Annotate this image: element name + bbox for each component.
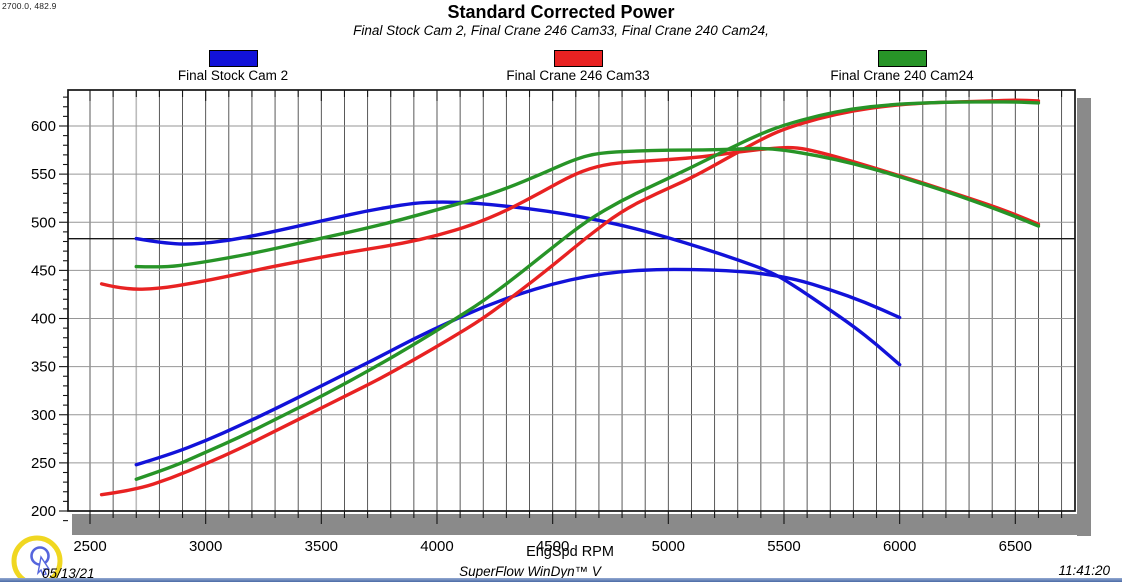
x-tick-label: 3500	[305, 538, 338, 555]
curve-final-stock-cam-2-power	[134, 267, 902, 467]
x-tick-label: 6000	[883, 538, 916, 555]
footer-date: 05/13/21	[42, 566, 95, 581]
x-tick-label: 5000	[652, 538, 685, 555]
footer-app-name: SuperFlow WinDyn™ V	[459, 564, 601, 579]
legend-swatch-green	[877, 50, 927, 67]
legend-swatch-red	[553, 50, 603, 67]
x-tick-label: 3000	[189, 538, 222, 555]
y-tick-label: 450	[31, 262, 56, 279]
plot-shadow-bottom	[72, 514, 1091, 535]
footer-time: 11:41:20	[1058, 563, 1110, 578]
legend-label: Final Stock Cam 2	[177, 68, 289, 83]
window-edge-strip	[0, 578, 1122, 582]
legend-entry-stock-cam2[interactable]: Final Stock Cam 2	[123, 50, 343, 83]
legend-label: Final Crane 246 Cam33	[506, 68, 650, 83]
y-tick-label: 300	[31, 407, 56, 424]
page-title: Standard Corrected Power	[447, 2, 675, 22]
curve-final-crane-246-cam33-torque	[99, 145, 1041, 291]
legend-swatch-blue	[208, 50, 258, 67]
y-tick-label: 550	[31, 166, 56, 183]
y-tick-label: 400	[31, 311, 56, 328]
x-axis-title: EngSpd RPM	[526, 544, 614, 560]
y-tick-label: 350	[31, 359, 56, 376]
x-tick-label: 4000	[420, 538, 453, 555]
x-tick-label: 6500	[999, 538, 1032, 555]
plot-frame	[67, 89, 1076, 512]
mouse-cursor-highlight[interactable]	[8, 533, 70, 582]
x-tick-label: 5500	[767, 538, 800, 555]
y-tick-label: 600	[31, 118, 56, 135]
curve-final-crane-240-cam24-torque	[134, 146, 1041, 269]
y-tick-label: 500	[31, 214, 56, 231]
y-tick-label: 200	[31, 503, 56, 520]
curve-final-stock-cam-2-torque	[134, 200, 902, 367]
curve-final-crane-240-cam24-power	[134, 100, 1041, 481]
cursor-position-readout: 2700.0, 482.9	[2, 1, 57, 11]
x-tick-label: 4500	[536, 538, 569, 555]
legend-label: Final Crane 240 Cam24	[830, 68, 974, 83]
yellow-halo-ring-icon	[11, 535, 63, 582]
y-tick-label: 250	[31, 455, 56, 472]
mouse-pointer-icon	[36, 555, 51, 576]
plot-shadow-right	[1077, 98, 1091, 536]
legend-entry-crane246[interactable]: Final Crane 246 Cam33	[468, 50, 688, 83]
chart-subtitle: Final Stock Cam 2, Final Crane 246 Cam33…	[353, 23, 769, 38]
legend-entry-crane240[interactable]: Final Crane 240 Cam24	[792, 50, 1012, 83]
x-tick-label: 2500	[73, 538, 106, 555]
